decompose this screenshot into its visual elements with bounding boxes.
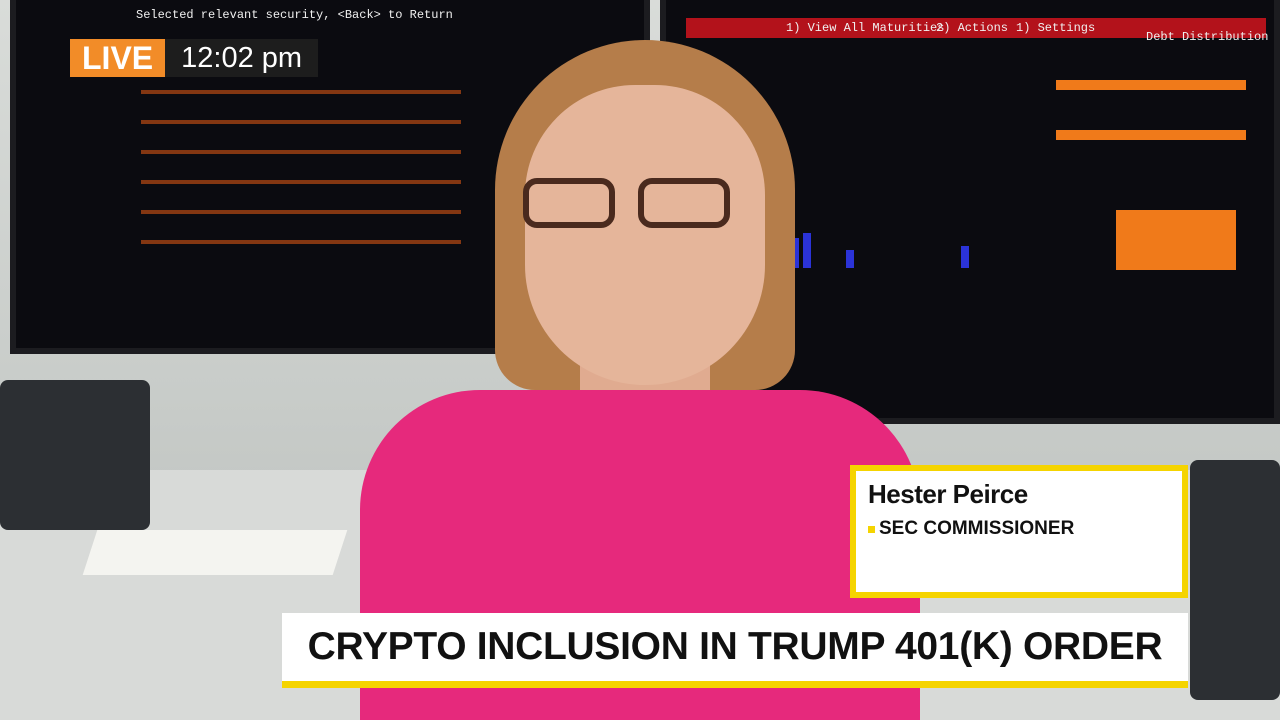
headline-text: CRYPTO INCLUSION IN TRUMP 401(K) ORDER bbox=[307, 625, 1163, 668]
live-badge: LIVE 12:02 pm bbox=[70, 39, 319, 77]
glasses-icon bbox=[638, 178, 730, 228]
person-face bbox=[525, 85, 765, 385]
guest-title: SEC COMMISSIONER bbox=[879, 518, 1075, 539]
paper bbox=[82, 530, 348, 575]
monitor-menu-item: Debt Distribution bbox=[1146, 30, 1269, 44]
monitor-menu-item: 1) View All Maturities bbox=[786, 21, 945, 35]
headline-bar: CRYPTO INCLUSION IN TRUMP 401(K) ORDER bbox=[282, 613, 1188, 688]
bullet-square-icon bbox=[868, 525, 875, 533]
lower-third-namebox: Hester Peirce SEC COMMISSIONER bbox=[850, 465, 1188, 598]
desk-phone bbox=[0, 380, 150, 530]
live-label: LIVE bbox=[70, 39, 166, 77]
live-time: 12:02 pm bbox=[165, 39, 319, 77]
glasses-icon bbox=[523, 178, 615, 228]
monitor-menu-item: 1) Settings bbox=[1016, 21, 1096, 35]
guest-name: Hester Peirce bbox=[868, 479, 1028, 509]
desk-phone bbox=[1190, 460, 1280, 700]
monitor-text: Selected relevant security, <Back> to Re… bbox=[136, 8, 453, 22]
guest-title-row: SEC COMMISSIONER bbox=[868, 518, 1182, 540]
monitor-menu-item: 2) Actions bbox=[936, 21, 1009, 35]
